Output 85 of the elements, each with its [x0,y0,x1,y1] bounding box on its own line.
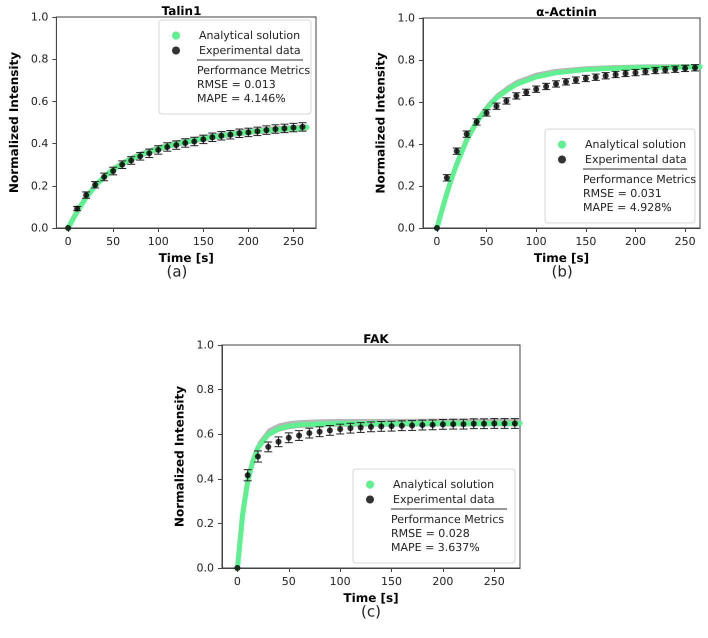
x-tick-label: 50 [480,235,494,248]
point [234,565,240,571]
x-tick-label: 150 [192,235,214,248]
x-axis-title: Time [s] [158,250,214,265]
y-tick-label: 0.6 [196,428,214,441]
y-tick-label: 0.4 [30,137,48,150]
y-axis-title: Normalized Intensity [374,52,388,194]
annotation: Performance Metrics [391,513,504,526]
chart-title: α-Actinin [536,5,597,19]
y-tick-label: 1.0 [398,12,415,24]
x-axis-title: Time [s] [534,250,590,265]
point [265,444,272,450]
point [296,432,302,439]
y-axis-title: Normalized Intensity [172,386,187,528]
x-tick-label: 50 [106,235,120,248]
legend-label: Experimental data [199,44,301,57]
text: (a) [166,262,188,280]
annotation: Performance Metrics [583,173,696,186]
legend-label: Analytical solution [393,478,494,491]
legend-label: Analytical solution [199,29,300,42]
annotation: RMSE = 0.031 [583,187,662,200]
legend-label: Analytical solution [585,138,686,151]
point [430,422,436,428]
y-tick-label: 1.0 [30,10,48,24]
point [254,454,261,460]
y-tick-label: 1.0 [196,338,214,352]
point [368,424,374,430]
point [244,472,251,478]
x-tick-label: 100 [526,235,547,248]
y-tick-label: 0.2 [196,516,214,530]
x-tick-label: 50 [282,575,296,588]
point [481,420,488,427]
y-tick-label: 0.8 [196,383,214,396]
point [440,421,446,428]
point [155,146,162,153]
x-tick-label: 200 [432,575,454,588]
legend-label: Experimental data [585,153,687,166]
point [434,225,440,231]
x-tick-label: 0 [433,235,440,248]
x-tick-label: 200 [624,235,646,248]
point [398,422,405,429]
y-tick-label: 0.6 [30,94,48,108]
annotation: MAPE = 3.637% [391,541,480,554]
y-tick-label: 0.2 [398,180,415,192]
chart-title: FAK [363,332,390,346]
annotation: MAPE = 4.146% [197,92,286,105]
y-tick-label: 0.0 [30,222,48,234]
point [65,225,72,231]
y-axis-title: Normalized Intensity [7,52,21,194]
x-tick-label: 150 [381,575,402,588]
point [388,423,395,430]
x-tick-label: 150 [575,235,596,248]
legend-label: Experimental data [393,493,495,506]
point [316,428,323,435]
x-tick-label: 100 [330,575,351,588]
x-tick-label: 0 [234,575,241,588]
annotation: RMSE = 0.028 [391,527,470,540]
point [460,421,466,428]
x-tick-label: 100 [148,235,169,248]
x-tick-label: 0 [64,235,72,248]
chart-title: Talin1 [162,4,202,18]
annotation: RMSE = 0.013 [197,78,276,91]
y-tick-label: 0.8 [398,54,415,66]
y-tick-label: 0.4 [196,472,214,486]
x-tick-label: 250 [282,235,304,248]
point [276,438,282,445]
y-tick-label: 0.0 [196,562,214,574]
annotation: Performance Metrics [197,64,310,77]
x-tick-label: 200 [238,235,259,248]
y-tick-label: 0.6 [398,96,415,108]
x-axis-title: Time [s] [343,590,399,605]
y-tick-label: 0.4 [398,138,415,150]
point [470,420,477,427]
annotation: MAPE = 4.928% [583,201,672,214]
text: (c) [361,602,381,620]
point [450,421,456,428]
x-tick-label: 250 [484,575,505,588]
y-tick-label: 0.8 [30,52,48,66]
x-tick-label: 250 [674,235,696,248]
y-tick-label: 0.0 [398,222,415,234]
point [409,422,416,428]
text: (b) [552,262,573,280]
point [286,434,292,441]
point [347,425,354,432]
y-tick-label: 0.2 [30,179,48,192]
